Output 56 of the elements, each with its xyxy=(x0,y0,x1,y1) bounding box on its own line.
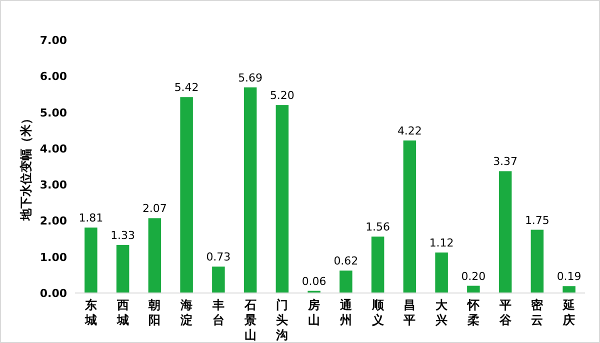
data-label: 0.19 xyxy=(556,270,582,284)
x-tick-label: 石景山 xyxy=(243,298,256,342)
bar xyxy=(467,286,480,293)
bar xyxy=(562,286,576,293)
y-axis-title: 地下水位变幅（米） xyxy=(19,112,33,222)
bar xyxy=(371,236,384,293)
bar xyxy=(180,97,193,293)
bar xyxy=(403,140,416,293)
x-tick-label: 平谷 xyxy=(498,298,512,327)
bar xyxy=(276,105,289,293)
x-tick-label: 通州 xyxy=(338,298,353,327)
bar xyxy=(498,171,512,293)
bar xyxy=(530,230,544,293)
data-label: 0.62 xyxy=(334,254,358,268)
bar xyxy=(84,228,98,293)
data-label: 2.07 xyxy=(142,202,167,216)
bar xyxy=(244,87,257,293)
data-label: 1.81 xyxy=(78,212,104,225)
y-tick-label: 6.00 xyxy=(40,70,68,84)
data-label: 1.12 xyxy=(429,236,454,250)
y-tick-label: 0.00 xyxy=(40,287,68,300)
data-label: 1.56 xyxy=(366,220,390,234)
bar xyxy=(212,266,225,293)
data-label: 5.42 xyxy=(174,81,199,94)
bar xyxy=(116,244,130,293)
data-label: 3.37 xyxy=(493,155,518,168)
data-label: 4.22 xyxy=(397,124,422,138)
x-tick-label: 房山 xyxy=(307,298,320,327)
x-tick-label: 昌平 xyxy=(402,298,416,327)
data-label: 1.33 xyxy=(110,228,136,242)
y-tick-label: 4.00 xyxy=(40,142,68,156)
x-tick-label: 门头沟 xyxy=(275,298,288,342)
x-tick-label: 朝阳 xyxy=(148,298,161,327)
bar xyxy=(148,218,162,293)
y-tick-label: 7.00 xyxy=(40,34,68,47)
y-tick-label: 2.00 xyxy=(40,214,68,228)
data-label: 5.20 xyxy=(270,89,294,102)
data-label: 1.75 xyxy=(524,214,550,227)
x-tick-label: 丰台 xyxy=(211,298,224,327)
x-tick-label: 密云 xyxy=(531,298,544,327)
data-label: 0.06 xyxy=(302,274,326,288)
data-label: 0.73 xyxy=(206,250,231,264)
x-tick-label: 海淀 xyxy=(180,298,193,327)
y-tick-label: 3.00 xyxy=(40,178,68,192)
x-tick-label: 西城 xyxy=(116,298,129,327)
x-tick-label: 顺义 xyxy=(370,298,385,327)
x-tick-label: 延庆 xyxy=(562,298,576,327)
x-tick-label: 怀柔 xyxy=(466,298,480,327)
x-tick-label: 大兴 xyxy=(434,298,449,327)
bar xyxy=(340,270,352,293)
data-label: 5.69 xyxy=(238,71,263,84)
bar xyxy=(435,252,448,293)
data-label: 0.20 xyxy=(461,270,486,283)
y-tick-label: 5.00 xyxy=(40,106,68,120)
x-tick-label: 东城 xyxy=(84,298,97,327)
y-tick-label: 1.00 xyxy=(40,250,68,264)
